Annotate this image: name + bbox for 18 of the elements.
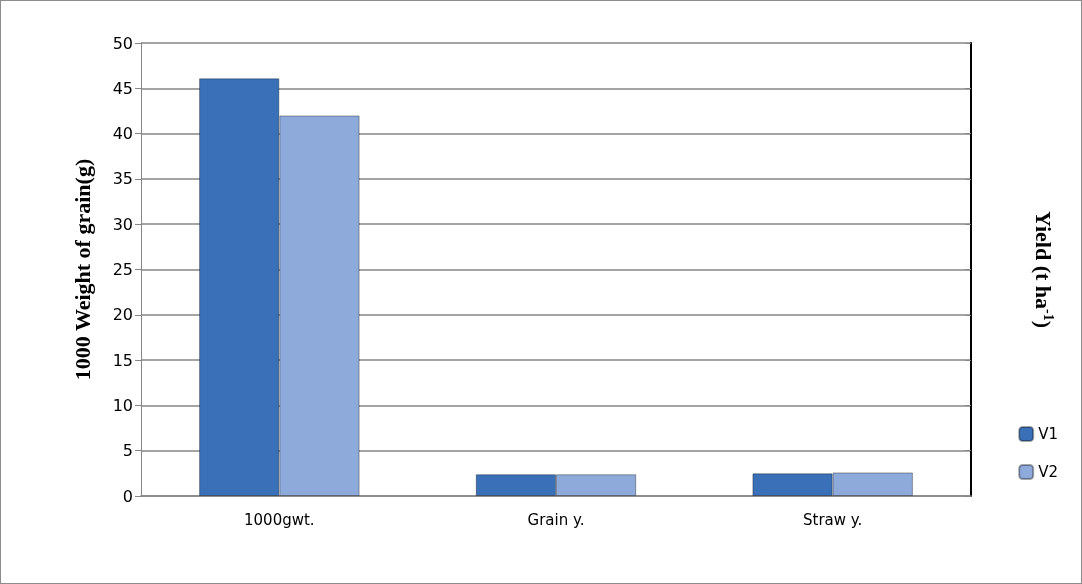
y-tick-label: 15 [112, 350, 133, 370]
y-tick-label: 40 [112, 124, 133, 144]
y-axis-title: 1000 Weight of grain(g) [69, 158, 95, 381]
y-tick-label: 25 [112, 260, 133, 279]
y-tick-label: 10 [112, 395, 133, 415]
y-tick-label: 20 [112, 305, 133, 325]
y-tick-label: 5 [122, 441, 133, 461]
x-tick-label: Straw y. [803, 510, 863, 529]
y-tick-label: 50 [112, 33, 133, 53]
x-tick-label: 1000gwt. [244, 510, 315, 529]
y-tick-label: 30 [112, 214, 133, 234]
y-tick-label: 35 [112, 169, 133, 189]
legend-label: V1 [1038, 425, 1059, 443]
y-tick-label: 45 [112, 78, 133, 98]
y-tick-label: 0 [122, 486, 133, 506]
x-tick-label: Grain y. [527, 510, 585, 529]
y2-axis-title: Yield (t ha-1) [1030, 210, 1056, 329]
legend-label: V2 [1038, 463, 1059, 481]
